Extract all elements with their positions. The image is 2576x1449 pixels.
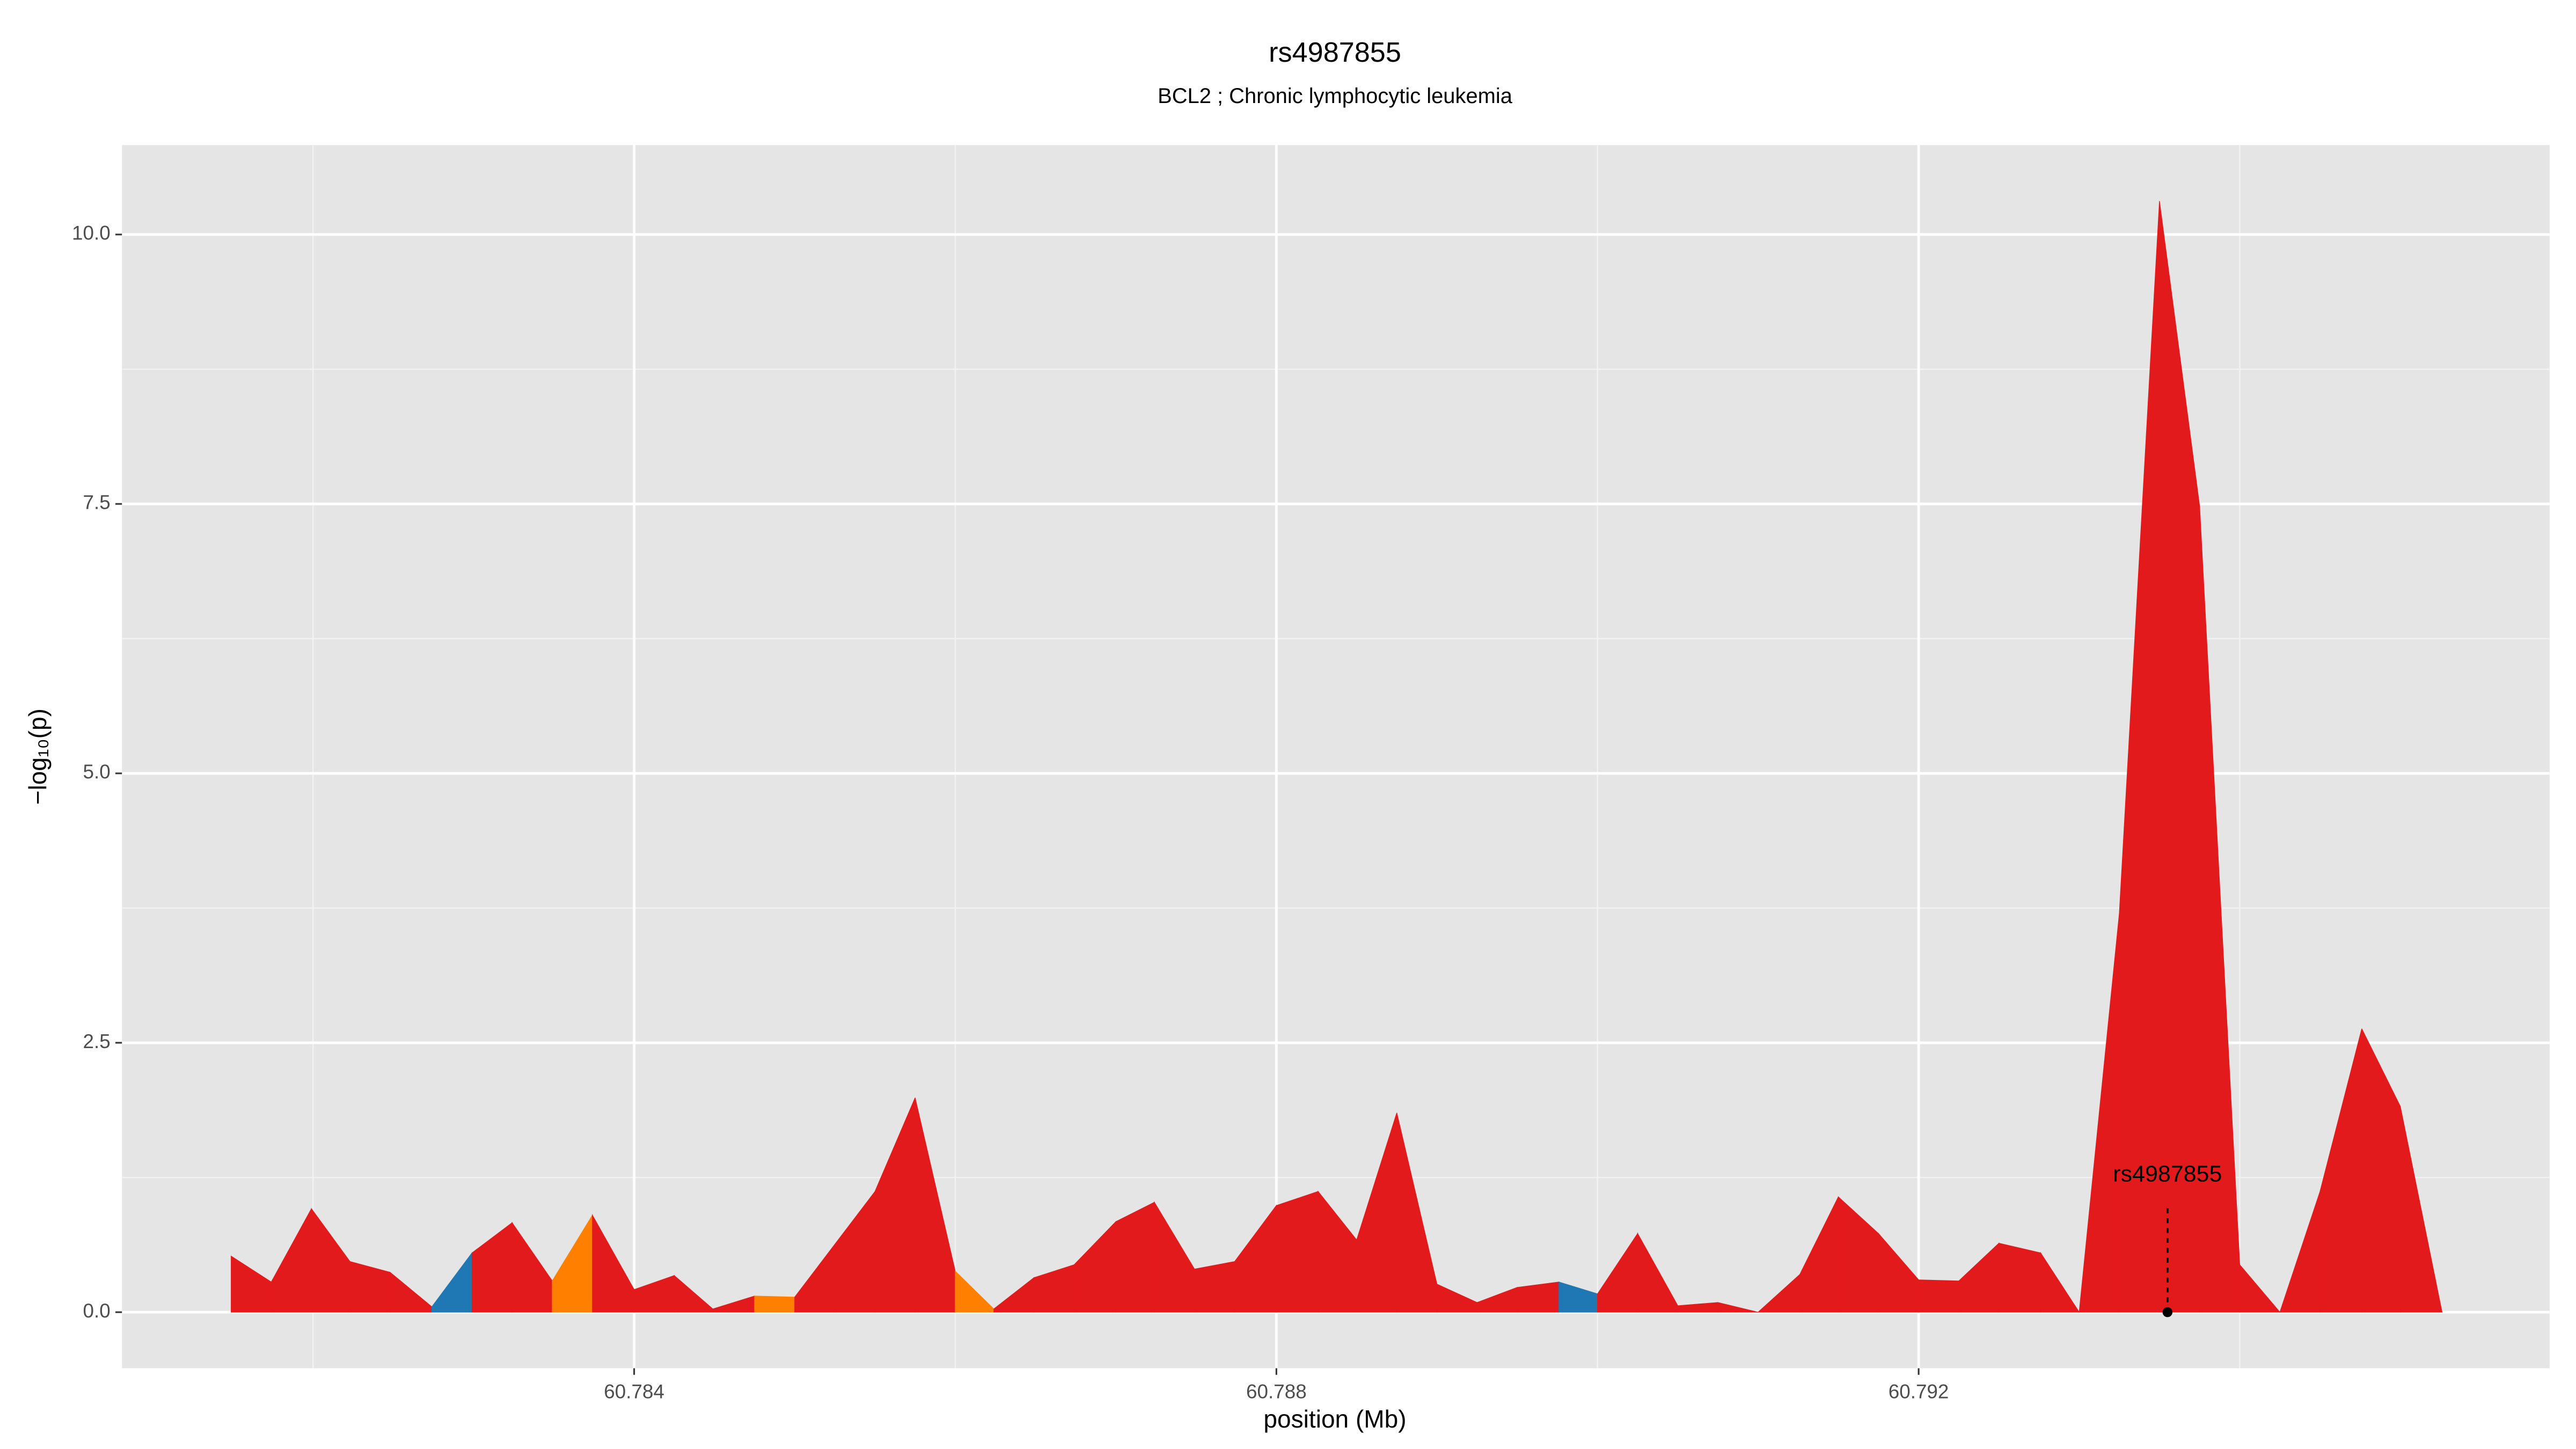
chart-subtitle: BCL2 ; Chronic lymphocytic leukemia [1158, 84, 1513, 108]
area-segment [1717, 1302, 1759, 1313]
area-segment [2040, 1252, 2080, 1313]
y-tick-label: 2.5 [83, 1030, 111, 1052]
x-tick-label: 60.784 [604, 1380, 664, 1402]
area-segment [2239, 1264, 2281, 1313]
x-tick-label: 60.788 [1246, 1380, 1307, 1402]
annotation-label: rs4987855 [2113, 1161, 2222, 1187]
area-segment [1918, 1279, 1959, 1313]
chart-title: rs4987855 [1269, 37, 1401, 68]
area-segment [1194, 1261, 1235, 1313]
y-axis-label: −log₁₀(p) [24, 708, 52, 804]
y-tick-label: 7.5 [83, 492, 111, 514]
area-segment [1276, 1191, 1319, 1313]
annotation-point [2162, 1307, 2173, 1318]
area-segment [1115, 1202, 1155, 1313]
y-tick-label: 0.0 [83, 1300, 111, 1322]
x-tick-label: 60.792 [1889, 1380, 1949, 1402]
y-tick-label: 10.0 [72, 222, 111, 244]
y-tick-label: 5.0 [83, 761, 111, 783]
area-segment [1999, 1242, 2041, 1313]
area-segment [754, 1296, 795, 1313]
area-segment [1517, 1282, 1560, 1313]
area-segment [2400, 1106, 2443, 1313]
x-axis-label: position (Mb) [1263, 1405, 1406, 1433]
